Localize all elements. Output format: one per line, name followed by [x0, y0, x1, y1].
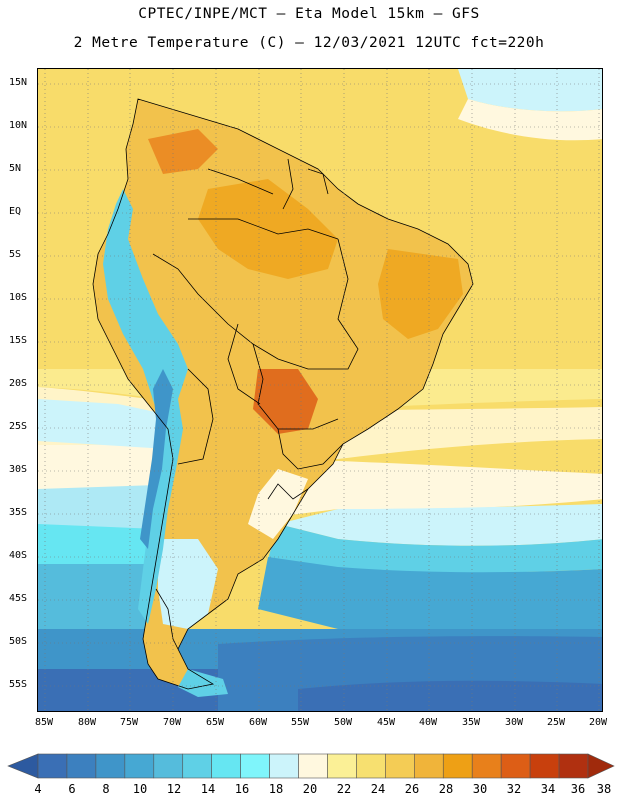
lon-label: 50W: [333, 717, 353, 728]
colorbar-label: 6: [68, 782, 76, 796]
colorbar-label: 18: [268, 782, 284, 796]
continent: [93, 99, 473, 697]
lat-label: 35S: [9, 507, 28, 518]
colorbar-swatch: [153, 753, 184, 779]
colorbar-swatch: [298, 753, 328, 779]
colorbar-swatch: [124, 753, 155, 779]
lat-label: 50S: [9, 636, 28, 647]
colorbar-swatch: [211, 753, 241, 779]
lon-label: 25W: [546, 717, 566, 728]
lat-label: 15N: [9, 77, 28, 88]
lat-label: 30S: [9, 464, 28, 475]
colorbar-label: 34: [540, 782, 556, 796]
lon-label: 60W: [248, 717, 268, 728]
south-cool-zone: [248, 469, 308, 539]
temperature-map: [37, 68, 603, 712]
tierra-del-fuego: [178, 669, 228, 697]
lon-label: 75W: [119, 717, 139, 728]
colorbar-label: 30: [472, 782, 488, 796]
lat-label: 45S: [9, 593, 28, 604]
country-borders: [92, 98, 474, 690]
lat-label: 15S: [9, 335, 28, 346]
amazon-warm-zone: [198, 179, 338, 279]
colorbar-swatch: [356, 753, 386, 779]
colorbar-swatch: [558, 753, 589, 779]
lat-label: 10N: [9, 120, 28, 131]
colorbar-swatch: [37, 753, 68, 779]
lon-label: 35W: [461, 717, 481, 728]
colorbar-swatch: [500, 753, 531, 779]
colorbar-swatch: [529, 753, 560, 779]
colorbar-label: 10: [132, 782, 148, 796]
colorbar-swatch: [240, 753, 270, 779]
colorbar-label: 38: [596, 782, 612, 796]
lon-label: 65W: [205, 717, 225, 728]
colorbar-label: 32: [506, 782, 522, 796]
colorbar-label: 16: [234, 782, 250, 796]
caribbean-hot-zone: [148, 129, 218, 174]
colorbar-swatch: [66, 753, 97, 779]
lat-label: 25S: [9, 421, 28, 432]
colorbar-label: 26: [404, 782, 420, 796]
colorbar-swatch: [385, 753, 415, 779]
andes-cold-strip: [103, 189, 188, 624]
lon-label: 20W: [588, 717, 608, 728]
colorbar-swatch: [471, 753, 502, 779]
graticule: [38, 69, 602, 711]
lon-label: 80W: [77, 717, 97, 728]
lat-label: 5S: [9, 249, 22, 260]
lat-label: EQ: [9, 206, 22, 217]
colorbar-swatch: [327, 753, 357, 779]
lon-label: 55W: [290, 717, 310, 728]
lat-label: 20S: [9, 378, 28, 389]
colorbar-label: 4: [34, 782, 42, 796]
lon-label: 85W: [34, 717, 54, 728]
lon-label: 45W: [376, 717, 396, 728]
lon-label: 40W: [418, 717, 438, 728]
colorbar-swatch: [442, 753, 473, 779]
colorbar-swatch: [269, 753, 299, 779]
colorbar-label: 36: [570, 782, 586, 796]
lon-label: 70W: [162, 717, 182, 728]
lat-label: 55S: [9, 679, 28, 690]
colorbar-label: 20: [302, 782, 318, 796]
colorbar-swatch: [414, 753, 444, 779]
colorbar-swatch: [95, 753, 126, 779]
colorbar: [7, 753, 615, 779]
andes-peak-strip: [140, 369, 173, 549]
colorbar-swatch: [182, 753, 212, 779]
colorbar-over-arrow: [587, 753, 615, 779]
lat-label: 5N: [9, 163, 22, 174]
lat-label: 10S: [9, 292, 28, 303]
lat-label: 40S: [9, 550, 28, 561]
colorbar-label: 14: [200, 782, 216, 796]
map-subtitle: 2 Metre Temperature (C) – 12/03/2021 12U…: [73, 35, 545, 51]
colorbar-label: 28: [438, 782, 454, 796]
colorbar-label: 24: [370, 782, 386, 796]
northeast-warm-zone: [378, 249, 463, 339]
map-title: CPTEC/INPE/MCT – Eta Model 15km – GFS: [138, 6, 480, 22]
colorbar-label: 12: [166, 782, 182, 796]
colorbar-label: 22: [336, 782, 352, 796]
lon-label: 30W: [504, 717, 524, 728]
colorbar-under-arrow: [7, 753, 39, 779]
colorbar-label: 8: [102, 782, 110, 796]
